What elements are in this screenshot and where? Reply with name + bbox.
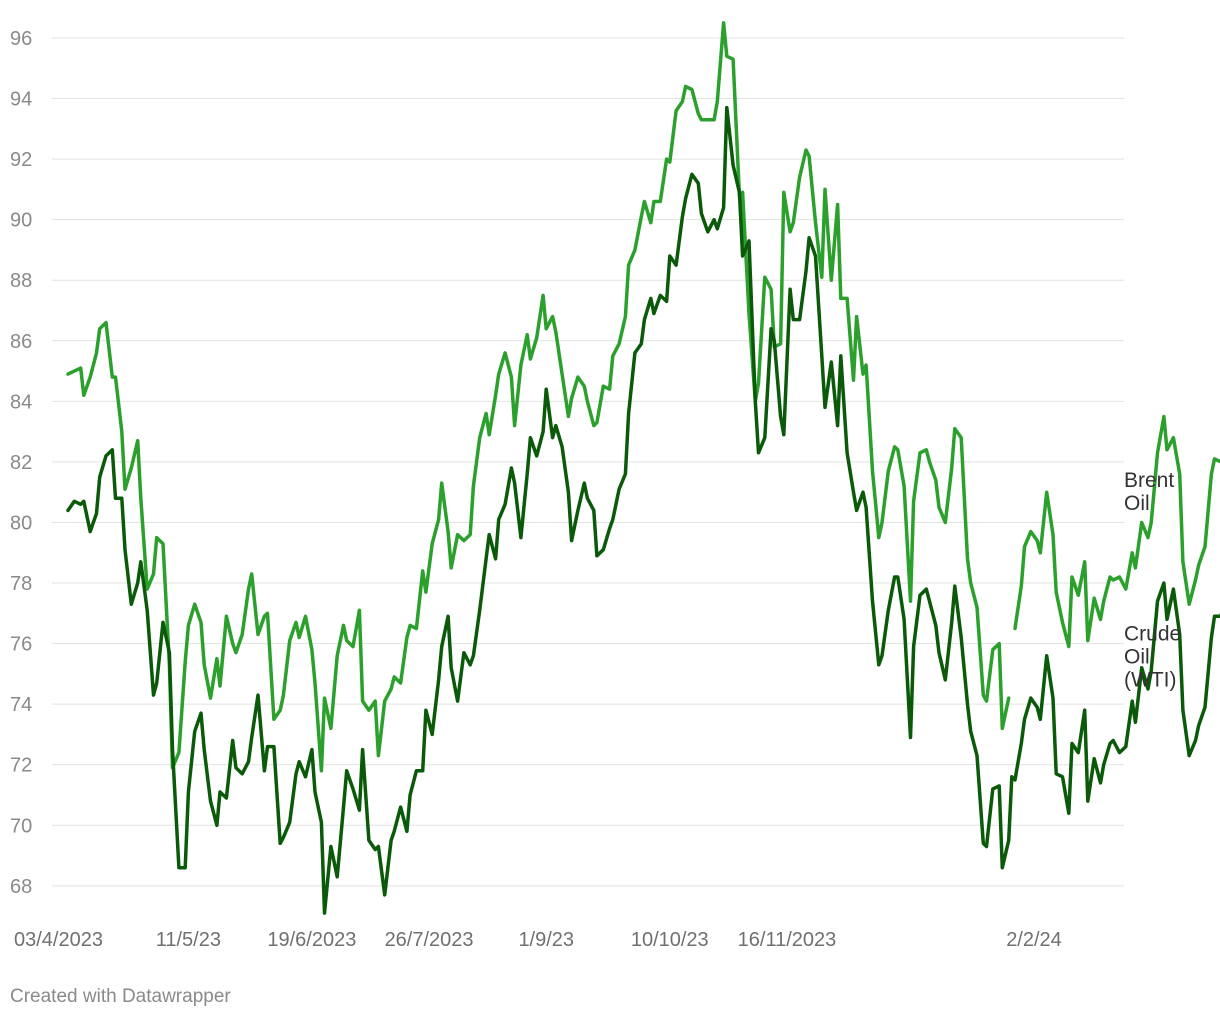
x-tick-label: 10/10/23 [631,929,709,951]
series-label-line: Oil [1124,492,1150,515]
y-tick-label: 78 [10,573,32,595]
series-label-brent: Brent Oil [1124,469,1174,515]
x-tick-label: 03/4/2023 [14,929,103,951]
series-label-line: Oil [1124,645,1150,668]
x-tick-label: 16/11/2023 [738,929,837,951]
y-tick-label: 92 [10,149,32,171]
y-tick-label: 76 [10,634,32,656]
x-tick-label: 26/7/2023 [385,929,474,951]
series-label-line: Brent [1124,469,1174,492]
y-tick-label: 96 [10,28,32,50]
x-tick-label: 1/9/23 [518,929,574,951]
x-tick-label: 19/6/2023 [267,929,356,951]
y-tick-label: 80 [10,512,32,534]
series-label-wti: Crude Oil (WTI) [1124,622,1181,691]
y-tick-label: 68 [10,876,32,898]
y-tick-label: 84 [10,391,32,413]
y-tick-label: 82 [10,452,32,474]
y-tick-label: 94 [10,89,32,111]
y-tick-label: 70 [10,815,32,837]
y-tick-label: 90 [10,210,32,232]
chart-credit: Created with Datawrapper [10,986,231,1007]
grid-lines [52,37,1124,887]
y-tick-label: 74 [10,694,32,716]
x-tick-label: 11/5/23 [156,929,221,951]
series-line-brent [66,21,1220,773]
y-tick-label: 72 [10,755,32,777]
y-tick-label: 86 [10,331,32,353]
series-label-line: Crude [1124,622,1181,645]
series-label-line: (WTI) [1124,668,1176,691]
series-lines [66,21,1220,915]
x-tick-label: 2/2/24 [1006,929,1062,951]
y-axis-ticks: 68 70 72 74 76 78 80 82 84 86 88 90 92 94 96 [10,28,32,898]
y-tick-label: 88 [10,270,32,292]
series-line-wti [66,105,1220,915]
x-axis-ticks: 03/4/2023 11/5/23 19/6/2023 26/7/2023 1/9/23… [14,929,1062,951]
